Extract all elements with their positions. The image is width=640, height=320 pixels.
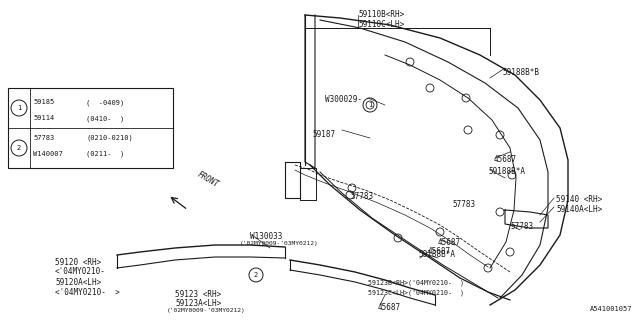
Text: <'04MY0210-: <'04MY0210- [55,267,106,276]
Bar [8,88,173,168]
Text: 59120A<LH>: 59120A<LH> [55,278,101,287]
Text: (0210-0210): (0210-0210) [86,134,132,141]
Text: 1: 1 [17,105,21,111]
Text: 57783: 57783 [510,222,533,231]
Text: (  -0409): ( -0409) [86,99,124,106]
Text: 59110B<RH>: 59110B<RH> [358,10,404,19]
Text: 1: 1 [368,102,372,108]
Text: 59188B*B: 59188B*B [502,68,539,77]
Text: 59123 <RH>: 59123 <RH> [175,290,221,299]
Text: FRONT: FRONT [196,170,221,189]
Text: 45687: 45687 [428,247,451,256]
Text: 57783: 57783 [350,192,373,201]
Text: 45687: 45687 [378,303,401,312]
Text: 59188B*A: 59188B*A [418,250,455,259]
Text: 57783: 57783 [33,135,54,140]
Text: 59123C<LH>('04MY0210-  ): 59123C<LH>('04MY0210- ) [368,289,464,295]
Text: <'04MY0210-  >: <'04MY0210- > [55,288,120,297]
Text: 45687: 45687 [494,155,517,164]
Text: 59114: 59114 [33,116,54,121]
Text: A541001057: A541001057 [589,306,632,312]
Text: (0410-  ): (0410- ) [86,115,124,122]
Text: W140007: W140007 [33,151,63,156]
Text: ('02MY0009-'03MY0212): ('02MY0009-'03MY0212) [167,308,246,313]
Text: 59123A<LH>: 59123A<LH> [175,299,221,308]
Text: 2: 2 [254,272,258,278]
Text: W130033: W130033 [250,232,282,241]
Text: 57783: 57783 [452,200,475,209]
Text: 59120 <RH>: 59120 <RH> [55,258,101,267]
Text: 59140 <RH>: 59140 <RH> [556,195,602,204]
Text: 59187: 59187 [313,130,336,139]
Text: 59123B<RH>('04MY0210-  ): 59123B<RH>('04MY0210- ) [368,280,464,286]
Text: 59185: 59185 [33,100,54,105]
Text: 2: 2 [17,145,21,151]
Text: ('02MY0009-'03MY0212): ('02MY0009-'03MY0212) [240,241,319,246]
Text: 59140A<LH>: 59140A<LH> [556,205,602,214]
Text: 59188B*A: 59188B*A [488,167,525,176]
Text: 45687: 45687 [438,238,461,247]
Text: 59110C<LH>: 59110C<LH> [358,20,404,29]
Text: (0211-  ): (0211- ) [86,150,124,157]
Text: W300029-: W300029- [325,95,362,104]
